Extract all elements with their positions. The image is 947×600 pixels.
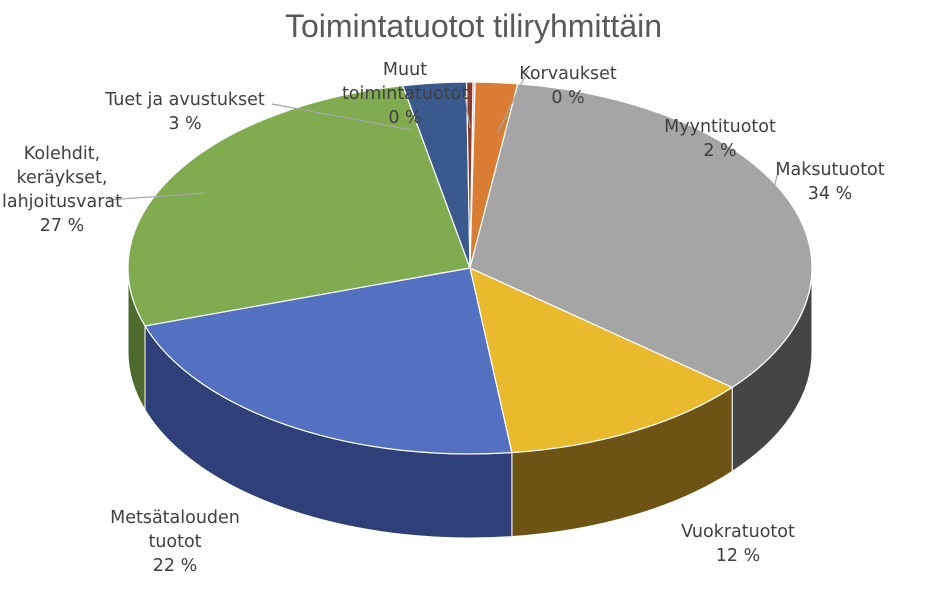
- data-label-line: Tuet ja avustukset: [105, 90, 265, 110]
- pie-slice-3: [469, 266, 734, 454]
- data-label-line: lahjoitusvarat: [1, 192, 123, 212]
- data-label-line: toimintatuotot: [341, 84, 469, 104]
- pie-slice-7: [465, 81, 474, 269]
- data-label-1: Myyntituotot 2 %: [664, 115, 776, 163]
- data-label-line: Myyntituotot: [664, 117, 776, 137]
- data-label-5: Kolehdit, keräykset, lahjoitusvarat 27 %: [2, 142, 122, 238]
- pie-slice-4: [144, 267, 513, 455]
- data-label-line: keräykset,: [16, 168, 108, 188]
- data-label-line: 22 %: [152, 556, 198, 576]
- leader-line-2: [767, 171, 779, 213]
- data-label-line: Kolehdit,: [23, 144, 101, 164]
- data-label-0: Korvaukset 0 %: [519, 62, 617, 110]
- data-label-7: Muut toimintatuotot 0 %: [342, 58, 468, 130]
- data-label-line: 3 %: [168, 114, 202, 134]
- leader-line-6: [271, 103, 413, 131]
- leader-line-0: [497, 69, 529, 133]
- pie-slice-2: [469, 83, 813, 389]
- data-label-line: Vuokratuotot: [681, 522, 795, 542]
- data-label-line: 0 %: [551, 88, 585, 108]
- data-label-6: Tuet ja avustukset 3 %: [105, 88, 265, 136]
- data-label-4: Metsätalouden tuotot 22 %: [110, 506, 240, 578]
- data-label-line: Muut: [382, 60, 428, 80]
- data-label-line: 2 %: [703, 141, 737, 161]
- data-label-line: Maksutuotot: [775, 160, 885, 180]
- data-label-line: 0 %: [388, 108, 422, 128]
- data-label-line: 27 %: [39, 216, 85, 236]
- leader-line-1: [504, 127, 656, 138]
- data-label-line: Korvaukset: [519, 64, 617, 84]
- data-label-line: 12 %: [715, 546, 761, 566]
- data-label-line: Metsätalouden: [110, 508, 240, 528]
- chart-title: Toimintatuotot tiliryhmittäin: [284, 8, 663, 44]
- leader-line-5: [107, 192, 206, 201]
- data-label-3: Vuokratuotot 12 %: [681, 520, 795, 568]
- pie-slice-5: [127, 84, 471, 327]
- data-label-2: Maksutuotot 34 %: [775, 158, 884, 206]
- data-label-line: tuotot: [148, 532, 202, 552]
- data-label-line: 34 %: [807, 184, 853, 204]
- leader-line-7: [464, 95, 471, 129]
